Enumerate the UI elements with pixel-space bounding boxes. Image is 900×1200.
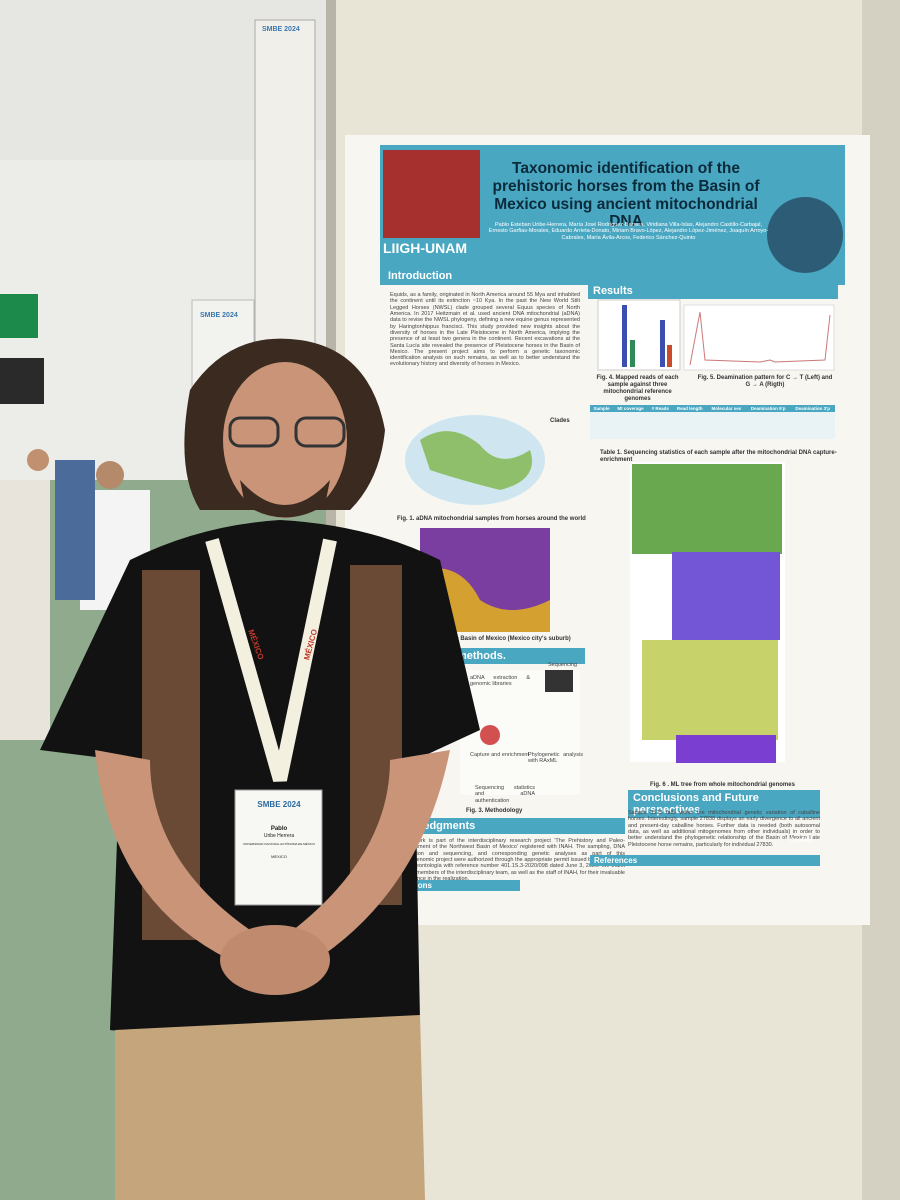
venue-sign: SMBE 2024: [200, 312, 238, 319]
capture-icon: [480, 725, 500, 745]
section-heading: Conclusions and Future perspectives: [628, 790, 820, 818]
intro-text: Equids, as a family, originated in North…: [390, 292, 580, 368]
unam-seal: [767, 197, 843, 273]
method-step: Sequencing: [548, 662, 578, 668]
figure-caption: Fig. 3. Methodology: [466, 808, 523, 814]
table-cell: [590, 430, 835, 439]
bar-image: [630, 340, 635, 367]
table-cell: [590, 412, 835, 421]
table-header-cell: Sample: [590, 405, 614, 412]
figure-caption: Fig. 4. Mapped reads of each sample agai…: [596, 375, 679, 402]
figure-caption: tion at the Basin of Mexico (Mexico city…: [430, 636, 571, 642]
table-row: [590, 421, 835, 430]
visitor: [0, 480, 50, 740]
stats-table: Sample Mt coverage # Reads Read length Molec…: [590, 405, 835, 439]
section-heading: References: [590, 855, 820, 866]
clade-box: [672, 552, 780, 640]
section-heading: Results: [588, 283, 838, 299]
section-heading: Introduction: [383, 268, 580, 284]
fig4-chart: [597, 299, 681, 371]
carpet: [0, 480, 340, 1200]
deamination-curve: [689, 311, 831, 366]
board-frame: [326, 0, 336, 1200]
table-header-cell: Molecular sex: [706, 405, 746, 412]
badge-event: SMBE 2024: [257, 800, 301, 809]
poster-title: Taxonomic identification of the prehisto…: [492, 160, 760, 231]
venue-sign: SMBE 2024: [262, 26, 300, 33]
authors: Pablo Esteban Uribe-Herrera, María José …: [488, 222, 769, 241]
method-step: Capture and enrichment: [470, 752, 530, 758]
section-heading: owledgments: [400, 818, 625, 834]
visitor-head: [27, 449, 49, 471]
continents: [420, 431, 532, 490]
bar-image: [667, 345, 672, 367]
visitor-head: [96, 461, 124, 489]
method-step: aDNA extraction & genomic libraries: [470, 675, 530, 688]
horse-tissue-image: [383, 150, 480, 238]
section-heading: Contact: [790, 838, 813, 844]
bar-image: [660, 320, 665, 367]
legend-title: Clades: [550, 418, 570, 424]
table-header-cell: Mt coverage: [613, 405, 649, 412]
exit-sign: [0, 294, 38, 338]
bar-image: [622, 305, 627, 367]
table-header: Sample Mt coverage # Reads Read length Molec…: [590, 405, 835, 412]
badge-first-name: Pablo: [270, 826, 288, 832]
method-step: Phylogenetic analysis with RAxML: [528, 752, 583, 765]
table-header-cell: Deamination 3'p: [790, 405, 835, 412]
conclusions-text: Sample 3323 falls within the mitochondri…: [628, 810, 820, 848]
table-caption: Table 1. Sequencing statistics of each s…: [600, 450, 837, 463]
table-cell: [590, 421, 835, 430]
visitor: [55, 460, 95, 600]
method-step: Sequencing statistics and aDNA authentic…: [475, 785, 535, 804]
badge-last-name: Uribe Herrera: [263, 833, 295, 839]
figure-caption: Fig. 6 . ML tree from whole mitochondria…: [650, 782, 795, 788]
clade-box: [676, 735, 776, 763]
table-header-cell: Read length: [672, 405, 707, 412]
figure-caption: Fig. 1. aDNA mitochondrial samples from …: [397, 516, 586, 522]
section-heading: liations: [400, 880, 520, 891]
sequencer-icon: [545, 670, 573, 692]
badge-institution: UNIVERSIDAD NACIONAL AUTÓNOMA DE MÉXICO: [242, 842, 316, 846]
restroom-sign: [0, 358, 44, 404]
table-header-cell: # Reads: [648, 405, 673, 412]
badge-country: MEXICO: [271, 854, 287, 859]
table-row: [590, 430, 835, 439]
clade-box: [642, 640, 778, 740]
table-row: [590, 412, 835, 421]
side-poster-board: [254, 19, 316, 351]
clade-box: [632, 464, 782, 554]
figure-caption: Fig. 5. Deamination pattern for C → T (L…: [697, 375, 833, 388]
table-header-cell: Deamination 5'p: [745, 405, 791, 412]
lab-logo: LIIGH-UNAM: [383, 240, 467, 256]
fig5-chart: [683, 304, 835, 371]
